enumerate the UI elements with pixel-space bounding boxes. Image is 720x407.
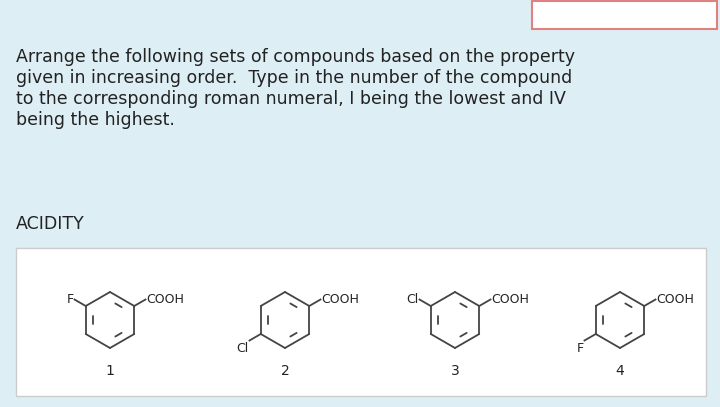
- Text: F: F: [66, 293, 73, 306]
- Text: COOH: COOH: [492, 293, 529, 306]
- Bar: [532, 1, 717, 29]
- Text: to the corresponding roman numeral, I being the lowest and IV: to the corresponding roman numeral, I be…: [16, 90, 566, 108]
- Text: being the highest.: being the highest.: [16, 111, 175, 129]
- Text: 4: 4: [616, 364, 624, 378]
- Text: 2: 2: [281, 364, 289, 378]
- Text: ACIDITY: ACIDITY: [16, 215, 85, 233]
- Text: COOH: COOH: [146, 293, 184, 306]
- Text: Cl: Cl: [406, 293, 418, 306]
- Text: Cl: Cl: [236, 341, 248, 354]
- Text: given in increasing order.  Type in the number of the compound: given in increasing order. Type in the n…: [16, 69, 572, 87]
- Bar: [16, 248, 706, 396]
- Text: COOH: COOH: [657, 293, 694, 306]
- Text: F: F: [577, 341, 583, 354]
- Text: 3: 3: [451, 364, 459, 378]
- Text: Arrange the following sets of compounds based on the property: Arrange the following sets of compounds …: [16, 48, 575, 66]
- Text: COOH: COOH: [322, 293, 359, 306]
- Text: 1: 1: [106, 364, 114, 378]
